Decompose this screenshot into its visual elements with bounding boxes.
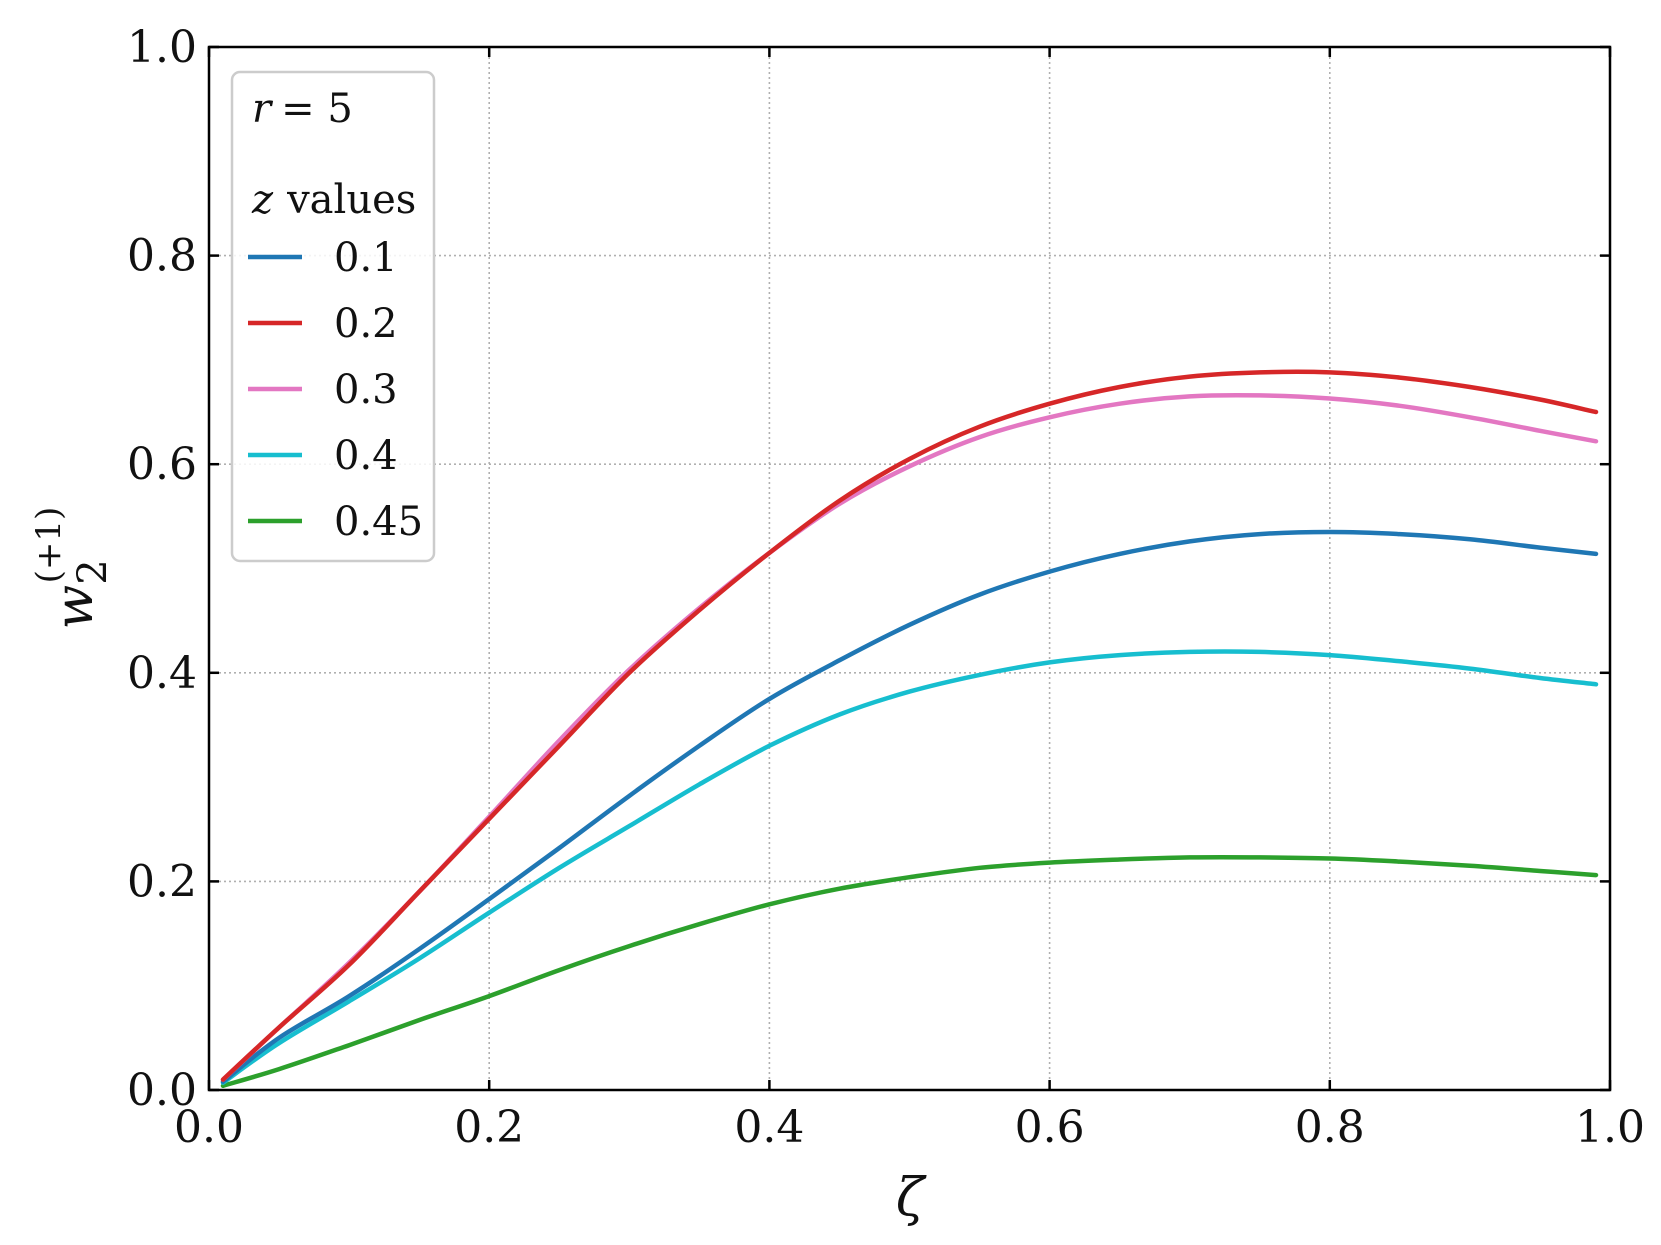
- ticks: [207, 45, 1612, 1092]
- x-tick-label: 0.8: [1295, 1102, 1365, 1153]
- y-axis-title-superscript: (+1): [29, 507, 69, 584]
- y-tick-label: 0.0: [127, 1065, 197, 1116]
- x-tick-label: 1.0: [1575, 1102, 1645, 1153]
- legend-label-0-1: 0.1: [334, 235, 398, 281]
- svg-text:w2(+1): w2(+1): [29, 507, 116, 630]
- series-line-0-2: [220, 369, 1599, 1082]
- legend-header-text: values: [286, 177, 416, 223]
- legend-label-0-3: 0.3: [334, 367, 398, 413]
- legend-label-0-2: 0.2: [334, 301, 398, 347]
- y-tick-label: 0.4: [127, 648, 197, 699]
- x-tick-label: 0.0: [174, 1102, 244, 1153]
- legend-param: r = 5: [252, 86, 353, 132]
- y-tick-label: 1.0: [127, 22, 197, 73]
- legend-label-0-45: 0.45: [334, 499, 423, 545]
- legend-header: z values: [251, 177, 416, 223]
- legend-entries: 0.1 0.2 0.3 0.4 0.45: [248, 235, 423, 545]
- legend: r = 5 z values 0.1 0.2 0.3 0.4 0.45: [230, 70, 436, 563]
- tick-labels: 0.0 0.2 0.4 0.6 0.8 1.0 0.0 0.2 0.4 0.6 0.8 1.0: [127, 22, 1645, 1153]
- x-axis-title: ζ: [896, 1168, 927, 1228]
- y-axis-title-subscript: 2: [70, 559, 116, 584]
- plot-background: [209, 47, 1610, 1090]
- legend-frame: [230, 70, 436, 563]
- series-line-0-1: [220, 529, 1599, 1084]
- y-axis-title: w2(+1): [29, 507, 116, 630]
- legend-param-var: r: [252, 86, 274, 132]
- legend-param-eq: = 5: [281, 86, 353, 132]
- plot-frame: [207, 45, 1612, 1092]
- y-tick-label: 0.6: [127, 439, 197, 490]
- y-axis-title-base: w: [45, 585, 105, 630]
- series-line-0-45: [220, 854, 1599, 1089]
- x-tick-label: 0.6: [1015, 1102, 1085, 1153]
- x-tick-label: 0.2: [454, 1102, 524, 1153]
- y-tick-label: 0.8: [127, 231, 197, 282]
- series-group: [220, 369, 1599, 1089]
- x-tick-label: 0.4: [734, 1102, 804, 1153]
- legend-label-0-4: 0.4: [334, 433, 398, 479]
- legend-header-var: z: [251, 177, 274, 223]
- series-line-0-4: [220, 649, 1599, 1085]
- y-tick-label: 0.2: [127, 856, 197, 907]
